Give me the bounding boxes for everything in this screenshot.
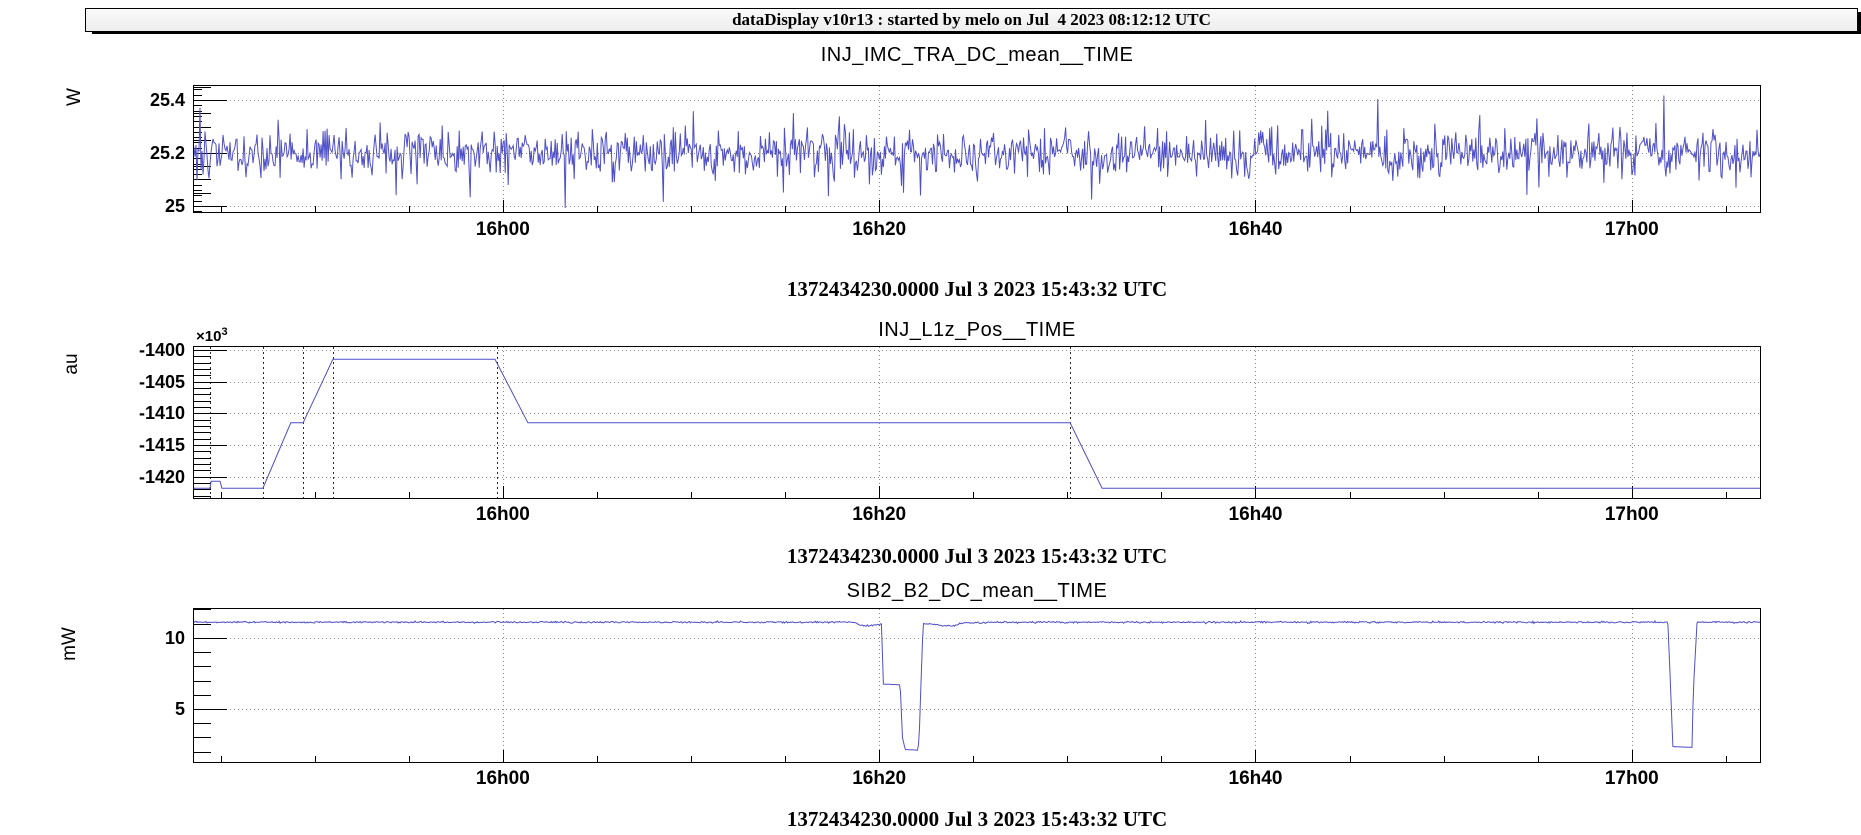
series-line [193,95,1761,209]
x-tick-label: 16h20 [852,504,907,525]
plot2-title: INJ_L1z_Pos__TIME [878,319,1076,341]
header-shadow-right [1858,12,1861,34]
x-tick-label: 16h40 [1228,768,1283,789]
plot-frame-border [193,346,1761,499]
plot3-gps-timestamp: 1372434230.0000 Jul 3 2023 15:43:32 UTC [786,807,1168,831]
plot2-y-scale-exponent: ×103 [196,326,228,345]
y-tick-label: -1420 [138,466,185,487]
y-scale-power: 3 [221,326,228,338]
y-tick-label: 25.4 [149,90,185,111]
x-tick-label: 16h00 [475,768,530,789]
y-scale-mantissa: ×10 [196,328,222,345]
y-tick-label: 5 [174,698,185,719]
y-tick-label: 25 [164,195,185,216]
series-line [193,358,1761,489]
x-tick-label: 16h20 [852,768,907,789]
x-tick-label: 16h40 [1228,504,1283,525]
plot3-title: SIB2_B2_DC_mean__TIME [846,580,1108,602]
series-line [193,619,1761,751]
plot2-frame[interactable] [193,346,1761,499]
header-shadow-bottom [92,30,1861,34]
x-tick-label: 16h00 [475,219,530,240]
x-tick-label: 17h00 [1604,504,1659,525]
x-tick-label: 17h00 [1604,768,1659,789]
plot-frame-border [193,85,1761,213]
header-title: dataDisplay v10r13 : started by melo on … [732,10,1211,29]
y-tick-label: 25.2 [149,142,185,163]
y-tick-label: -1405 [138,371,185,392]
plot1-title: INJ_IMC_TRA_DC_mean__TIME [820,44,1134,66]
header-bar: dataDisplay v10r13 : started by melo on … [85,8,1858,32]
plot1-frame[interactable] [193,85,1761,213]
x-tick-label: 16h00 [475,504,530,525]
x-tick-label: 16h40 [1228,219,1283,240]
y-tick-label: -1410 [138,403,185,424]
y-tick-label: -1415 [138,435,185,456]
x-tick-label: 17h00 [1604,219,1659,240]
plot-frame-border [193,608,1761,763]
plot3-frame[interactable] [193,608,1761,763]
plot1-gps-timestamp: 1372434230.0000 Jul 3 2023 15:43:32 UTC [786,277,1168,301]
x-tick-label: 16h20 [852,219,907,240]
y-tick-label: -1400 [138,339,185,360]
y-tick-label: 10 [164,627,185,648]
plot2-gps-timestamp: 1372434230.0000 Jul 3 2023 15:43:32 UTC [786,544,1168,568]
